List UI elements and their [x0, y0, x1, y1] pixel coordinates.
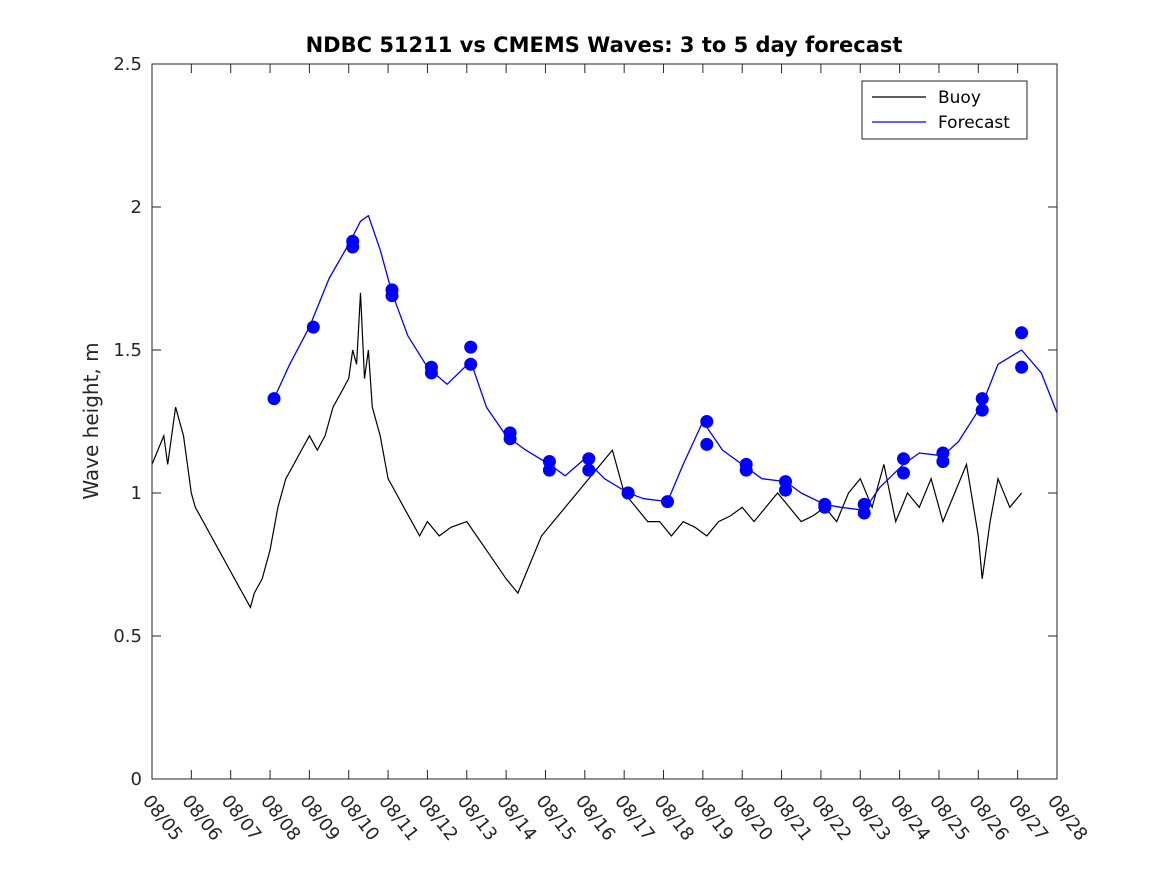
forecast-marker: [542, 463, 556, 477]
plot-background: [152, 64, 1057, 779]
forecast-marker: [306, 320, 320, 334]
plot-frame: [151, 63, 1058, 780]
forecast-marker: [582, 452, 596, 466]
forecast-marker: [621, 486, 635, 500]
forecast-marker: [661, 495, 674, 509]
plot-area: 08/0508/0608/0708/0808/0908/1008/1108/12…: [113, 54, 1091, 845]
forecast-marker: [346, 240, 360, 254]
forecast-marker: [582, 463, 596, 477]
forecast-marker: [897, 466, 910, 480]
y-tick-label: 1.5: [113, 340, 142, 361]
forecast-marker: [975, 392, 989, 406]
forecast-marker: [897, 452, 910, 466]
y-tick-label: 2.5: [113, 54, 142, 75]
forecast-marker: [267, 392, 281, 406]
forecast-marker: [1015, 326, 1029, 340]
y-tick-label: 0.5: [113, 626, 142, 647]
forecast-marker: [464, 357, 478, 371]
forecast-marker: [936, 455, 950, 468]
forecast-marker: [975, 403, 989, 417]
forecast-marker: [1015, 360, 1029, 374]
chart-title: NDBC 51211 vs CMEMS Waves: 3 to 5 day fo…: [306, 33, 903, 57]
legend-label-buoy: Buoy: [938, 88, 981, 108]
buoy-series-line: [151, 292, 1023, 609]
forecast-marker: [424, 366, 438, 380]
forecast-marker: [700, 415, 714, 428]
forecast-marker: [857, 506, 871, 520]
forecast-marker: [385, 289, 399, 303]
y-axis-label: Wave height, m: [79, 342, 103, 499]
marker-layer: [267, 234, 1029, 520]
y-tick-label: 2: [131, 197, 142, 218]
forecast-marker: [818, 500, 832, 514]
forecast-marker: [739, 463, 753, 477]
series-layer: [151, 214, 1058, 609]
forecast-series-line: [273, 214, 1058, 511]
forecast-marker: [464, 340, 478, 354]
y-tick-label: 0: [131, 769, 142, 790]
legend-box: [861, 80, 1028, 140]
legend-label-forecast: Forecast: [938, 113, 1010, 133]
forecast-marker: [779, 483, 792, 497]
y-tick-label: 1: [131, 483, 142, 504]
forecast-marker: [503, 432, 517, 446]
forecast-marker: [700, 437, 714, 451]
legend: Buoy Forecast: [861, 80, 1028, 140]
